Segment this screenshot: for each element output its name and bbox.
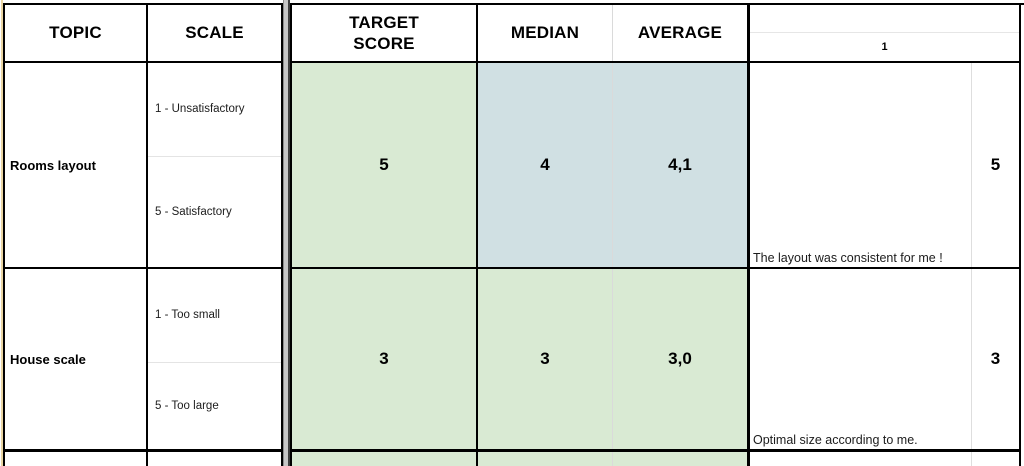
scale-low-subcell[interactable]: 1 - Too small [148, 269, 281, 363]
table-row: 5 4 4,1 The layout was consistent for me… [292, 63, 1019, 269]
header-row-left: TOPIC SCALE [5, 5, 281, 63]
table-row: Rooms layout 1 - Unsatisfactory 5 - Sati… [5, 63, 281, 269]
average-value: 4,1 [668, 155, 692, 174]
median-cell[interactable]: 3 [478, 269, 613, 449]
scale-low-subcell[interactable]: 1 - Unsatisfactory [148, 63, 281, 157]
average-header-label: AVERAGE [637, 23, 723, 43]
topic-cell-rooms-layout[interactable]: Rooms layout [5, 63, 148, 267]
respondent-number-label: 1 [881, 40, 888, 53]
header-row-right: TARGET SCORE MEDIAN AVERAGE 1 [292, 5, 1019, 63]
header-cell-average[interactable]: AVERAGE [613, 5, 750, 61]
header-cell-scale[interactable]: SCALE [148, 5, 281, 61]
median-value: 4 [540, 155, 550, 174]
target-score-value: 3 [379, 349, 389, 368]
scale-cell-partial[interactable] [148, 452, 281, 466]
respondent-score-cell-partial[interactable] [972, 452, 1019, 466]
target-score-cell-partial[interactable] [292, 452, 478, 466]
topic-label: House scale [10, 351, 86, 367]
average-value: 3,0 [668, 349, 692, 368]
comment-cell[interactable]: Optimal size according to me. [750, 269, 972, 449]
average-cell-partial[interactable] [613, 452, 750, 466]
scores-pane: TARGET SCORE MEDIAN AVERAGE 1 5 4 4,1 [290, 3, 1021, 466]
median-header-label: MEDIAN [510, 23, 580, 43]
scale-cell-rooms-layout[interactable]: 1 - Unsatisfactory 5 - Satisfactory [148, 63, 281, 267]
respondent-score-cell[interactable]: 5 [972, 63, 1019, 267]
table-row: House scale 1 - Too small 5 - Too large [5, 269, 281, 452]
topic-header-label: TOPIC [49, 23, 102, 43]
scale-high-label: 5 - Too large [155, 399, 219, 412]
scale-low-label: 1 - Too small [155, 309, 220, 322]
average-cell[interactable]: 4,1 [613, 63, 750, 267]
header-gridline [750, 32, 1019, 33]
header-cell-respondent[interactable]: 1 [750, 5, 1019, 61]
target-score-header-label: TARGET SCORE [349, 12, 419, 53]
target-score-cell[interactable]: 5 [292, 63, 478, 267]
scale-cell-house-scale[interactable]: 1 - Too small 5 - Too large [148, 269, 281, 449]
respondent-score-value: 3 [990, 349, 1001, 368]
scale-low-label: 1 - Unsatisfactory [155, 103, 245, 116]
header-cell-topic[interactable]: TOPIC [5, 5, 148, 61]
topic-cell-house-scale[interactable]: House scale [5, 269, 148, 449]
partial-table-row [5, 452, 281, 466]
respondent-score-value: 5 [990, 155, 1001, 174]
scale-header-label: SCALE [185, 23, 244, 43]
partial-table-row [292, 452, 1019, 466]
frozen-pane-left: TOPIC SCALE Rooms layout 1 - Unsatisfact… [3, 3, 283, 466]
median-cell[interactable]: 4 [478, 63, 613, 267]
comment-cell-partial[interactable] [750, 452, 972, 466]
topic-cell-partial[interactable] [5, 452, 148, 466]
comment-text: The layout was consistent for me ! [753, 251, 943, 265]
target-score-value: 5 [379, 155, 389, 174]
frozen-pane-divider[interactable] [283, 0, 290, 466]
header-cell-target-score[interactable]: TARGET SCORE [292, 5, 478, 61]
header-cell-median[interactable]: MEDIAN [478, 5, 613, 61]
table-row: 3 3 3,0 Optimal size according to me. 3 [292, 269, 1019, 452]
target-score-cell[interactable]: 3 [292, 269, 478, 449]
comment-text: Optimal size according to me. [753, 433, 918, 447]
scale-high-subcell[interactable]: 5 - Too large [148, 363, 281, 449]
left-edge-column-strip [1, 0, 3, 466]
median-cell-partial[interactable] [478, 452, 613, 466]
scale-high-subcell[interactable]: 5 - Satisfactory [148, 157, 281, 267]
top-border-extension [1019, 3, 1024, 5]
median-value: 3 [540, 349, 550, 368]
average-cell[interactable]: 3,0 [613, 269, 750, 449]
comment-cell[interactable]: The layout was consistent for me ! [750, 63, 972, 267]
respondent-score-cell[interactable]: 3 [972, 269, 1019, 449]
scale-high-label: 5 - Satisfactory [155, 205, 232, 218]
topic-label: Rooms layout [10, 157, 96, 173]
